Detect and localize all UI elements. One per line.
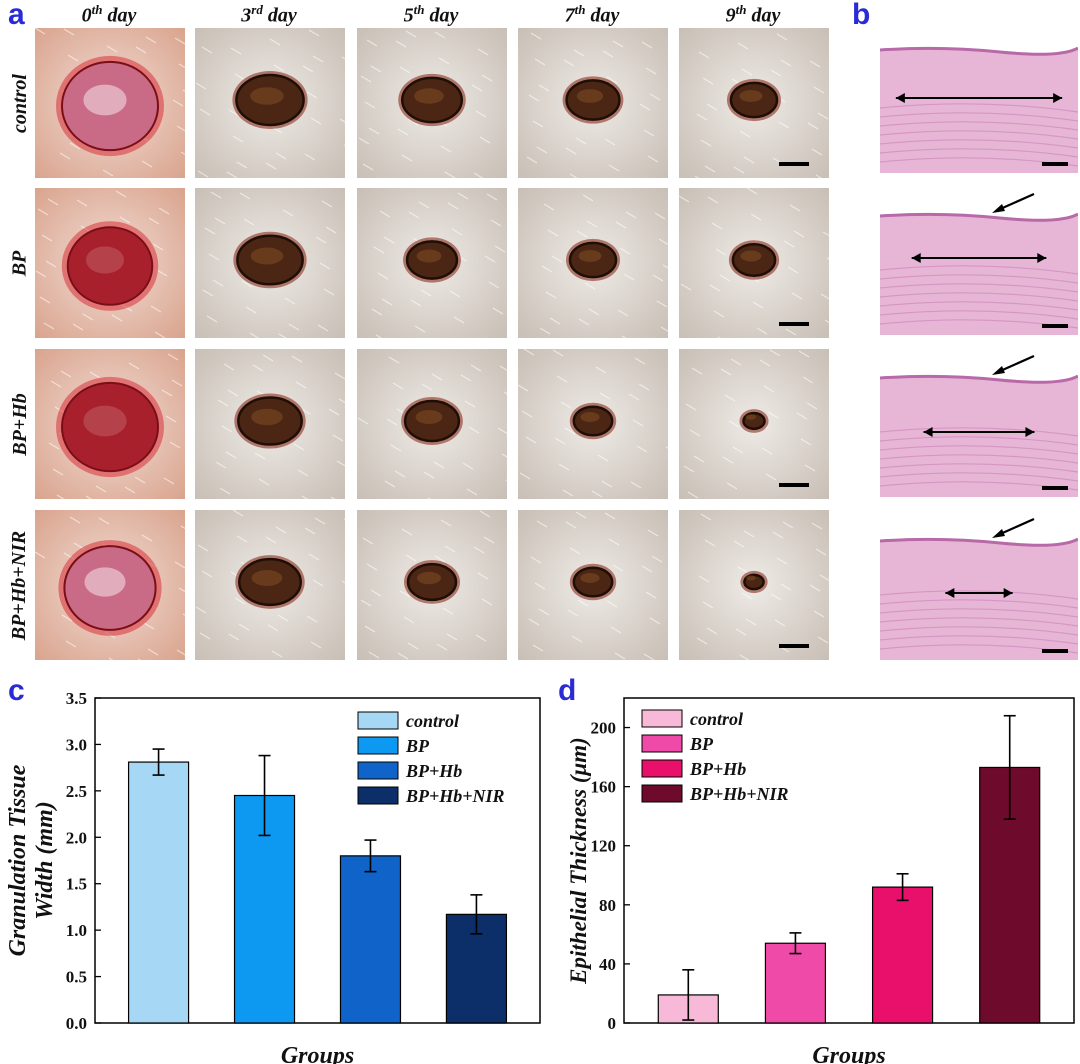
wound-photo bbox=[679, 349, 829, 499]
legend-swatch bbox=[641, 709, 683, 728]
wound-photo bbox=[518, 28, 668, 178]
plot-frame bbox=[94, 697, 541, 1024]
histology-image bbox=[880, 190, 1078, 335]
wound-photo bbox=[35, 28, 185, 178]
wound-photo bbox=[518, 188, 668, 338]
wound-photo bbox=[195, 510, 345, 660]
chart-epithelial-thickness: 0 40 80 120 160 200 Groups Epithelial Thickness… bbox=[566, 697, 1075, 1064]
histology-image bbox=[880, 28, 1078, 173]
wound-photo bbox=[357, 28, 507, 178]
legend-label: control bbox=[690, 709, 743, 729]
plot-frame bbox=[623, 697, 1075, 1024]
legend-label: control bbox=[406, 711, 459, 731]
legend-swatch bbox=[357, 761, 399, 780]
legend-swatch bbox=[641, 759, 683, 778]
wound-photo bbox=[679, 510, 829, 660]
y-tick-label: 80 bbox=[599, 896, 616, 915]
y-tick-label: 0.5 bbox=[66, 968, 87, 987]
wound-photo bbox=[195, 188, 345, 338]
legend-swatch bbox=[641, 784, 683, 803]
wound-photo bbox=[35, 510, 185, 660]
bar-bp bbox=[764, 942, 827, 1024]
row-label-bp: BP bbox=[8, 250, 31, 276]
chart-granulation-width: 0.0 0.5 1.0 1.5 2.0 2.5 3.0 3.5 Groups Granulatio… bbox=[5, 690, 541, 1064]
day-header-5: 5th day bbox=[403, 2, 459, 27]
y-tick-label: 2.0 bbox=[66, 828, 87, 847]
y-axis-label: Epithelial Thickness (μm) bbox=[566, 737, 591, 985]
wound-photo bbox=[35, 188, 185, 338]
legend-label: BP bbox=[405, 736, 430, 756]
legend-swatch bbox=[357, 786, 399, 805]
bar-bp-hb bbox=[871, 886, 934, 1024]
panel-label-b: b bbox=[852, 0, 871, 31]
legend-swatch bbox=[357, 711, 399, 730]
y-tick-label: 120 bbox=[591, 837, 617, 856]
y-axis-label: Width (mm) bbox=[32, 801, 58, 919]
legend-label: BP+Hb+NIR bbox=[689, 784, 789, 804]
wound-photo bbox=[357, 349, 507, 499]
legend-label: BP+Hb bbox=[689, 759, 746, 779]
day-header-3: 3rd day bbox=[241, 2, 297, 27]
day-header-0: 0th day bbox=[81, 2, 137, 27]
legend-swatch bbox=[357, 736, 399, 755]
row-label-bp-hb: BP+Hb bbox=[8, 392, 31, 456]
y-tick-label: 40 bbox=[599, 955, 616, 974]
y-tick-label: 3.0 bbox=[66, 735, 87, 754]
histology-image bbox=[880, 515, 1078, 660]
y-tick-label: 1.0 bbox=[66, 921, 87, 940]
row-label-control: control bbox=[8, 73, 31, 133]
y-tick-label: 1.5 bbox=[66, 875, 87, 894]
bar-bp-hb bbox=[339, 855, 402, 1024]
x-axis-label: Groups bbox=[812, 1043, 885, 1064]
wound-photo bbox=[518, 510, 668, 660]
x-axis-label: Groups bbox=[281, 1043, 354, 1064]
legend-label: BP+Hb+NIR bbox=[405, 786, 505, 806]
y-tick-label: 200 bbox=[591, 719, 617, 738]
y-tick-label: 0.0 bbox=[66, 1014, 87, 1033]
panel-label-c: c bbox=[8, 674, 25, 707]
y-tick-label: 160 bbox=[591, 778, 617, 797]
y-tick-label: 0 bbox=[608, 1014, 617, 1033]
panel-label-a: a bbox=[8, 0, 25, 31]
legend-label: BP bbox=[689, 734, 714, 754]
histology-image bbox=[880, 352, 1078, 497]
y-tick-label: 2.5 bbox=[66, 782, 87, 801]
row-label-bp-hb-nir: BP+Hb+NIR bbox=[8, 530, 31, 640]
panel-label-d: d bbox=[558, 674, 577, 707]
wound-photo bbox=[679, 188, 829, 338]
legend-swatch bbox=[641, 734, 683, 753]
y-axis-label: Granulation Tissue bbox=[5, 764, 31, 956]
legend-label: BP+Hb bbox=[405, 761, 462, 781]
wound-photo bbox=[679, 28, 829, 178]
wound-photo bbox=[195, 28, 345, 178]
wound-photo bbox=[357, 188, 507, 338]
day-header-7: 7th day bbox=[564, 2, 620, 27]
day-header-9: 9th day bbox=[725, 2, 781, 27]
wound-photo bbox=[357, 510, 507, 660]
wound-photo bbox=[195, 349, 345, 499]
bar-control bbox=[127, 761, 190, 1024]
y-tick-label: 3.5 bbox=[66, 690, 87, 708]
wound-photo bbox=[518, 349, 668, 499]
wound-photo bbox=[35, 349, 185, 499]
